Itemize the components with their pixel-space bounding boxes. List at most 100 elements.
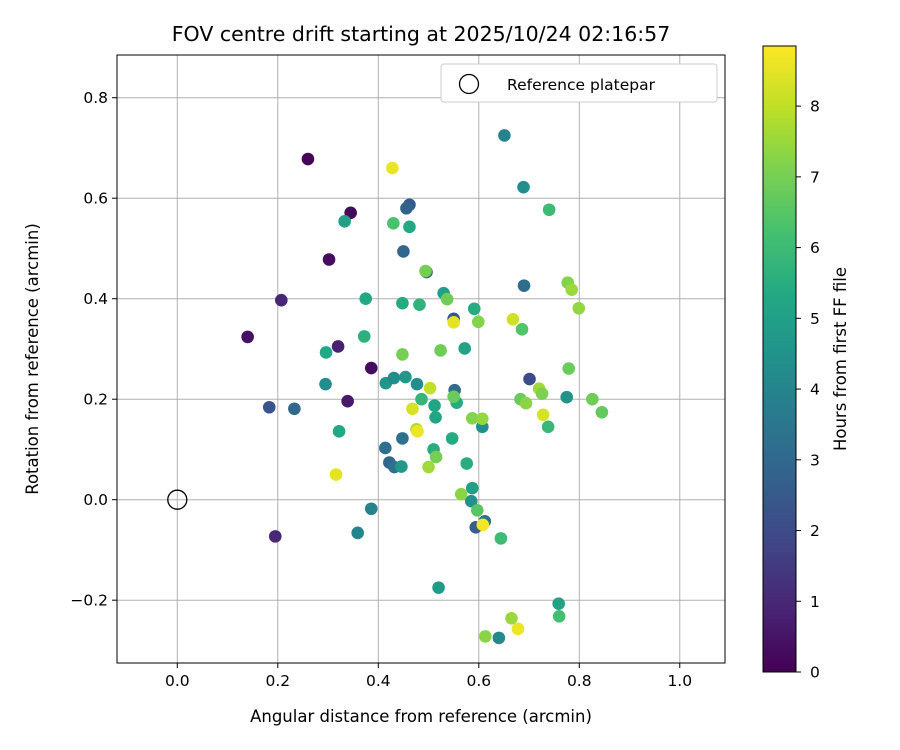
scatter-point [432, 581, 445, 594]
colorbar-tick-label: 4 [810, 381, 820, 399]
scatter-point [411, 425, 424, 438]
scatter-point [386, 161, 399, 175]
scatter-point [542, 203, 556, 217]
scatter-point [467, 302, 481, 316]
colorbar-tick-label: 2 [810, 522, 820, 540]
scatter-point [423, 381, 437, 395]
scatter-point [498, 129, 511, 142]
y-axis-label: Rotation from reference (arcmin) [23, 223, 42, 495]
scatter-point [465, 411, 479, 425]
scatter-point [241, 330, 254, 344]
x-axis-ticks: 0.0 0.2 0.4 0.6 0.8 1.0 [165, 663, 692, 690]
scatter-point [434, 344, 447, 357]
scatter-point [560, 390, 574, 404]
scatter-point [396, 296, 409, 310]
scatter-point [572, 301, 586, 315]
colorbar-tick-label: 8 [810, 98, 820, 116]
scatter-point [379, 441, 392, 455]
y-tick-label: 0.8 [83, 89, 108, 107]
scatter-point [552, 597, 565, 611]
x-tick-label: 0.2 [265, 672, 290, 690]
scatter-point [523, 372, 536, 386]
y-tick-label: −0.2 [70, 592, 108, 610]
scatter-point [422, 460, 435, 474]
scatter-point [419, 264, 432, 278]
scatter-point [341, 394, 354, 408]
scatter-point [517, 279, 531, 292]
scatter-point [275, 293, 288, 307]
colorbar-label: Hours from first FF file [831, 267, 850, 451]
scatter-point [517, 180, 530, 194]
x-tick-label: 0.8 [567, 672, 592, 690]
scatter-point [586, 392, 599, 406]
scatter-point [454, 487, 468, 501]
plot-frame [116, 54, 726, 664]
scatter-point [329, 468, 343, 481]
scatter-point [479, 630, 492, 643]
scatter-point [415, 392, 428, 406]
scatter-point [322, 253, 336, 266]
legend-marker-icon [458, 73, 480, 95]
y-tick-label: 0.2 [83, 391, 108, 409]
scatter-point [395, 460, 408, 473]
scatter-point [331, 340, 345, 353]
scatter-point [301, 152, 315, 166]
legend: Reference platepar [440, 63, 718, 103]
scatter-point [535, 387, 549, 400]
x-tick-label: 0.0 [165, 672, 190, 690]
scatter-point [458, 342, 472, 355]
legend-box [440, 63, 718, 103]
scatter-point [406, 402, 419, 416]
scatter-point [399, 370, 412, 384]
colorbar-tick-label: 0 [810, 664, 820, 682]
colorbar-ticks: 0 1 2 3 4 5 6 7 8 [796, 98, 820, 682]
scatter-point [357, 330, 371, 343]
scatter-point [440, 292, 454, 306]
colorbar-tick-label: 1 [810, 593, 820, 611]
scatter-point [465, 481, 479, 495]
x-tick-label: 0.6 [466, 672, 491, 690]
x-tick-label: 1.0 [667, 672, 692, 690]
scatter-point [515, 323, 529, 336]
y-tick-label: 0.6 [83, 190, 108, 208]
scatter-point [359, 292, 373, 306]
scatter-point [595, 405, 609, 419]
scatter-point [541, 420, 555, 434]
scatter-points [241, 129, 609, 645]
scatter-point [519, 396, 533, 410]
scatter-point [332, 425, 346, 438]
y-tick-label: 0.0 [83, 491, 108, 509]
scatter-point [492, 631, 506, 645]
scatter-point [505, 611, 518, 625]
scatter-point [476, 518, 490, 532]
scatter-point [397, 245, 410, 258]
reference-marker-group [167, 489, 188, 510]
x-tick-label: 0.4 [366, 672, 391, 690]
scatter-point [429, 410, 442, 424]
scatter-point [400, 201, 413, 215]
scatter-point [511, 622, 525, 636]
y-tick-label: 0.4 [83, 290, 108, 308]
scatter-point [470, 503, 484, 517]
scatter-point [552, 609, 566, 623]
scatter-point [319, 377, 332, 391]
scatter-point [428, 399, 441, 413]
y-axis-ticks: −0.2 0.0 0.2 0.4 0.6 0.8 [70, 89, 117, 610]
scatter-point [364, 502, 378, 516]
scatter-point [403, 220, 416, 234]
scatter-point [410, 377, 424, 391]
scatter-point [536, 408, 550, 422]
scatter-point [364, 361, 378, 375]
scatter-point [476, 412, 489, 426]
scatter-point [460, 457, 474, 470]
scatter-point [447, 390, 460, 403]
x-axis-label: Angular distance from reference (arcmin) [250, 707, 592, 726]
scatter-point [387, 371, 401, 385]
scatter-point [464, 494, 478, 508]
colorbar-tick-label: 6 [810, 239, 820, 257]
colorbar-tick-label: 5 [810, 310, 820, 328]
legend-label: Reference platepar [507, 76, 656, 94]
scatter-point [351, 526, 364, 540]
